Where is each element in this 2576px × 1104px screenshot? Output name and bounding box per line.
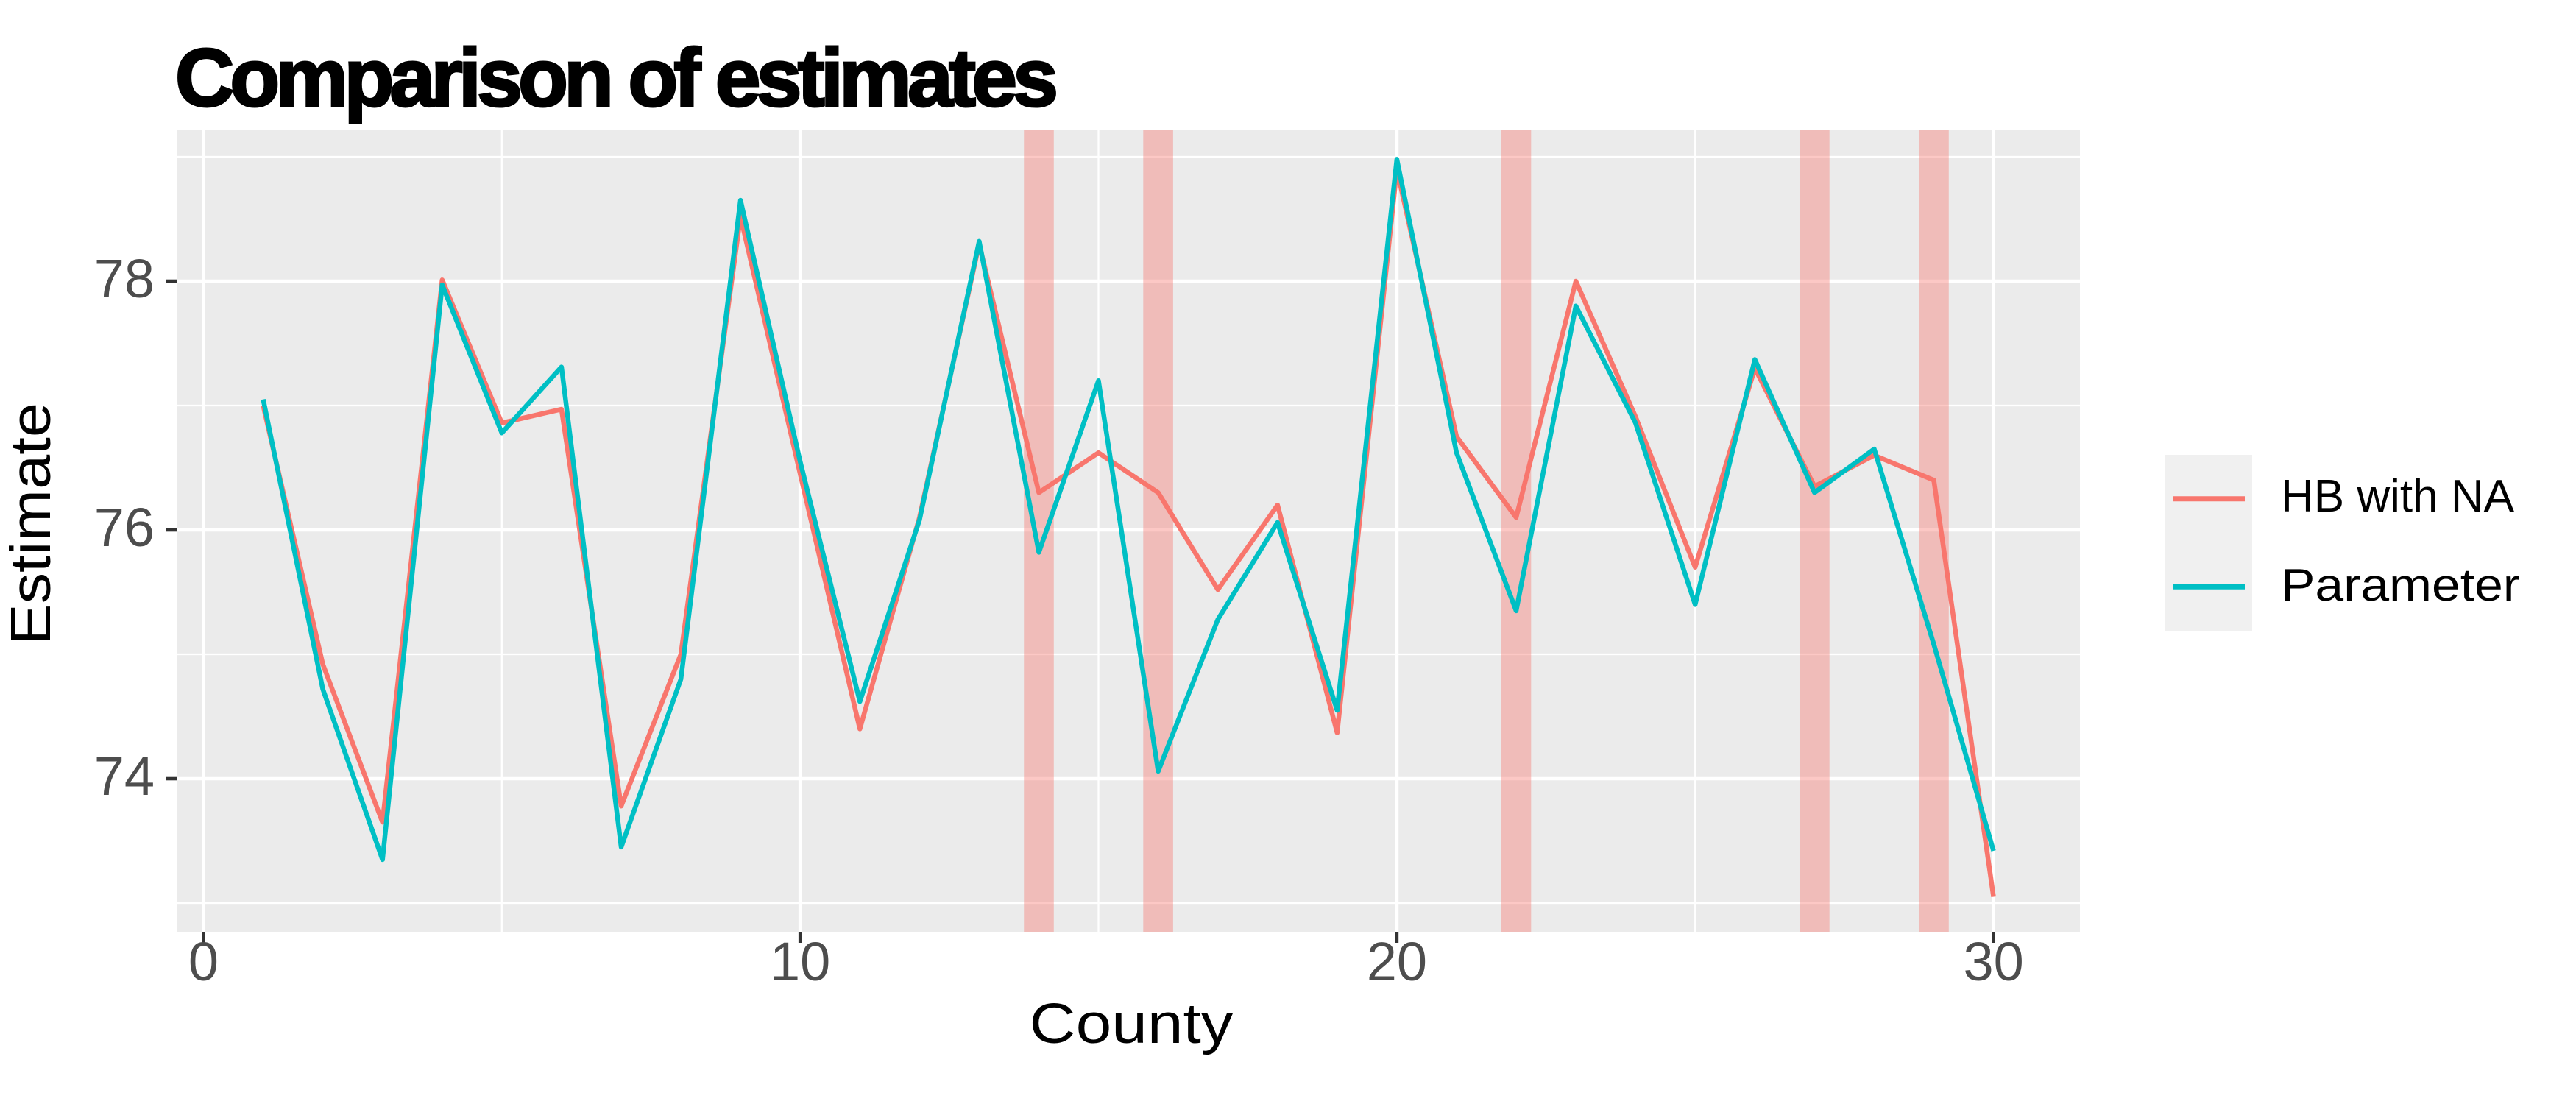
svg-text:78: 78 [94, 248, 155, 309]
svg-text:HB with NA: HB with NA [2281, 471, 2515, 522]
svg-text:30: 30 [1963, 931, 2023, 992]
svg-text:Parameter: Parameter [2281, 560, 2520, 611]
svg-text:Estimate: Estimate [0, 403, 63, 645]
svg-text:10: 10 [770, 931, 830, 992]
svg-text:74: 74 [94, 746, 155, 807]
svg-text:76: 76 [94, 497, 155, 558]
svg-text:20: 20 [1367, 931, 1427, 992]
svg-text:County: County [1030, 992, 1234, 1055]
svg-text:0: 0 [188, 931, 219, 992]
svg-text:Comparison of estimates: Comparison of estimates [175, 32, 1058, 124]
